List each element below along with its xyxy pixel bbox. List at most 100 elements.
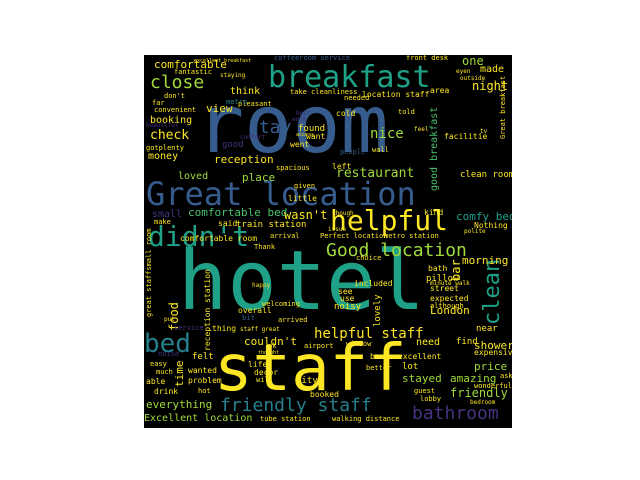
word: Good location — [326, 240, 467, 261]
word: night — [472, 79, 509, 93]
word: overall — [238, 306, 272, 315]
word: convenient — [154, 106, 197, 114]
word: lovely — [373, 294, 383, 327]
word: money — [148, 151, 179, 162]
word: arrived — [278, 316, 308, 324]
word: Great breakfast — [499, 75, 507, 139]
word: couldn't — [244, 335, 297, 348]
word: view — [206, 102, 233, 115]
word: good — [222, 140, 244, 150]
word: use — [340, 294, 355, 303]
word: didn't — [148, 220, 250, 253]
word: train station — [236, 220, 307, 230]
word: booked — [310, 390, 339, 399]
word: arrival — [270, 232, 300, 240]
word: friendly — [450, 386, 508, 400]
word: small — [152, 209, 183, 220]
word: much — [156, 368, 173, 376]
word: felt — [192, 352, 214, 362]
word: polite — [464, 228, 486, 235]
word: choice — [356, 254, 382, 262]
word: drink — [154, 387, 179, 396]
word: make — [154, 218, 171, 226]
word: hotel — [178, 234, 425, 329]
word: needed — [344, 94, 370, 102]
word: pillow — [426, 274, 459, 284]
word: cold — [336, 109, 356, 118]
word: thought — [258, 350, 280, 356]
word: service — [174, 324, 204, 332]
word: Thank — [254, 243, 276, 251]
word: pleasant — [238, 100, 272, 108]
word: find — [456, 337, 478, 347]
word: expensive — [474, 348, 512, 357]
word: kind — [424, 208, 444, 217]
word: thing — [212, 324, 237, 333]
word: comfortable room — [180, 234, 258, 243]
word: walking distance — [332, 415, 400, 423]
word: reception — [214, 153, 274, 166]
word: front desk — [406, 55, 449, 62]
word: great staffsmall room — [145, 228, 153, 317]
word: went — [290, 140, 310, 149]
word: near — [476, 324, 498, 334]
word: price — [474, 360, 508, 373]
word: clean room — [460, 170, 512, 180]
word: ask — [500, 372, 512, 380]
word: wanted — [188, 366, 217, 375]
word: comfy bed — [456, 210, 512, 223]
word: spacious — [276, 164, 310, 172]
word: wall — [372, 146, 389, 154]
word: people — [340, 148, 366, 156]
word: tube station — [260, 415, 311, 423]
word: London — [430, 304, 470, 317]
word: ok — [268, 342, 277, 350]
word: work — [292, 116, 307, 123]
word: minute walk — [430, 280, 470, 287]
word: lobby — [420, 395, 442, 403]
word: bedroom — [470, 399, 496, 406]
word: nice — [370, 126, 404, 142]
word: shower — [474, 339, 512, 352]
word: easy — [150, 360, 167, 368]
word: beautiful — [146, 122, 179, 129]
word: one — [462, 55, 484, 68]
word: decor — [254, 368, 279, 377]
word: bit — [242, 314, 255, 322]
word: staying — [220, 72, 246, 79]
word: check — [150, 128, 190, 143]
word: location staff — [362, 90, 430, 99]
word: excellent breakfast — [194, 58, 252, 64]
word: stayed — [402, 372, 442, 385]
word: happy — [252, 282, 271, 289]
word: morning — [462, 254, 509, 267]
word: though — [332, 210, 354, 217]
word: problem — [188, 376, 222, 385]
word: airport — [304, 342, 334, 350]
word: included — [354, 279, 393, 288]
word: metro station — [384, 232, 439, 240]
word: life — [248, 360, 268, 369]
word: area — [430, 86, 450, 95]
word: wonderful — [474, 382, 512, 390]
word: hot — [198, 387, 211, 395]
word-cloud: room hotel staff breakfast Great locatio… — [144, 55, 512, 428]
word: welcoming — [262, 300, 300, 308]
word: eyen — [456, 68, 471, 75]
word: comfortable — [154, 58, 227, 71]
word: given — [294, 182, 316, 190]
word: will — [256, 376, 273, 384]
word: amazing — [450, 372, 497, 385]
word: although — [430, 302, 464, 310]
word: Nothing — [474, 221, 508, 230]
word: outside — [460, 75, 486, 82]
word: found — [298, 124, 326, 134]
word: don't — [164, 92, 186, 100]
word: want — [306, 132, 326, 141]
word: lot — [402, 362, 419, 372]
word: back — [370, 352, 390, 361]
word: access — [296, 132, 315, 138]
word: helpful staff — [314, 326, 424, 342]
word: little — [288, 194, 317, 203]
word: Perfect location — [320, 232, 388, 240]
